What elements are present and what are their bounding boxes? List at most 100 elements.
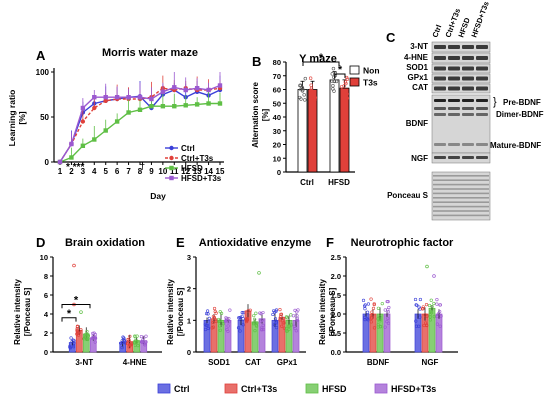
dot [418,297,423,302]
dot [240,311,244,315]
panel-a-letter: A [36,48,46,63]
outlier-dot [425,264,429,269]
dot [438,324,442,328]
y-tick-label: 2.0 [331,272,341,281]
blot-band [462,143,474,146]
y-tick-label: 8 [44,272,48,281]
panel-b-dot [309,83,313,87]
blot-band [476,66,488,71]
dot [206,312,210,316]
blot-row-label: 4-HNE [404,53,429,62]
bottom-legend-swatch [157,383,171,394]
dot [281,321,285,325]
dot [421,305,425,309]
panel-b-dot [302,93,306,97]
dot [253,317,257,321]
dot [386,316,390,321]
panel-b-dot [345,77,350,81]
blot-band [462,66,474,71]
panel-a-point [217,101,223,106]
panel-a-x-tick-label: 8 [138,167,143,176]
blot-band [434,113,446,116]
blot-right-label: Pre-BDNF [503,98,541,107]
blot-band [434,143,446,146]
dot [417,324,421,328]
dot [362,304,367,308]
dot [372,302,376,306]
dot [204,312,209,316]
panel-a-x-tick-label: 11 [170,167,179,176]
blot-band [476,156,488,159]
x-tick-label: GPx1 [277,358,298,367]
blot-strip [431,63,491,74]
blot-band [476,86,488,91]
bottom-legend-label: HFSD+T3s [391,384,436,394]
bar-hfsd [428,307,436,353]
dot [380,302,384,306]
outlier-dot [79,310,83,314]
dot [274,321,279,325]
panel-a-x-tick-label: 15 [216,167,225,176]
blot-ponceau-band [433,188,489,190]
blot-ponceau-band [433,197,489,199]
panel-a-ylabel: Learning ratio [7,90,17,147]
y-tick-label: 4 [44,310,49,319]
panel-e-letter: E [176,235,185,250]
panel-b-y-tick-label: 80 [273,58,281,67]
dot [122,338,126,342]
panel-a-point [57,159,63,165]
panel-a-legend-label: Ctrl+T3s [181,154,214,163]
dot [376,317,380,321]
blot-band [462,156,474,159]
blot-ponceau-band [433,192,489,195]
dot [427,303,432,308]
dot [363,307,367,311]
blot-row-label: SOD1 [406,63,428,72]
panel-b-y-tick-label: 50 [273,99,281,108]
panel-b-y-tick-label: 40 [273,113,281,122]
dot [119,341,123,345]
blot-ponceau-band [433,183,489,186]
panel-a-point [103,128,108,133]
dot [248,308,252,312]
blot-band [434,99,446,102]
blot-band [434,45,446,49]
panel-b-bracket [302,61,340,66]
blot-band [462,99,474,102]
y-tick-label: 0 [44,348,48,357]
dot [128,334,132,338]
panel-a-y-tick-label: 50 [40,113,49,122]
dot [414,319,418,323]
dot [79,328,83,332]
dot [287,324,291,328]
panel-f-ylabel-unit: [/Ponceau S] [328,287,337,336]
panel-b-y-tick-label: 70 [273,72,281,81]
panel-a-point [92,95,97,100]
dot [287,324,291,328]
panel-b-ylabel: Alternation score [251,82,260,148]
panel-b-ylabel-unit: [%] [261,108,270,121]
bottom-legend: Ctrl Ctrl+T3s HFSD HFSD+T3s [157,383,436,394]
panel-a-point [126,95,131,100]
blot-band [476,107,488,110]
dot [429,311,434,315]
panel-b-dot [343,80,348,84]
dot [132,340,136,345]
blot-strip [431,52,491,64]
panel-b-legend-label: Non [363,66,380,76]
panel-b-axes: 0 10 20 30 40 50 60 70 80 Ctrl HFSD [273,58,355,187]
dot [295,318,299,322]
dot [254,311,258,315]
panel-a-point [183,87,188,93]
dot [378,315,382,319]
panel-e: E Antioxidative enzyme Relative intensit… [166,235,311,367]
dot [386,321,391,325]
panel-a-x-tick-label: 7 [126,167,131,176]
panel-a-x-tick-label: 2 [69,167,74,176]
dot [438,303,442,307]
panel-b-dot [310,97,314,101]
panel-a-point [206,87,211,93]
dot [75,325,80,329]
blot-band [476,99,488,102]
panel-b-dot [330,72,334,76]
